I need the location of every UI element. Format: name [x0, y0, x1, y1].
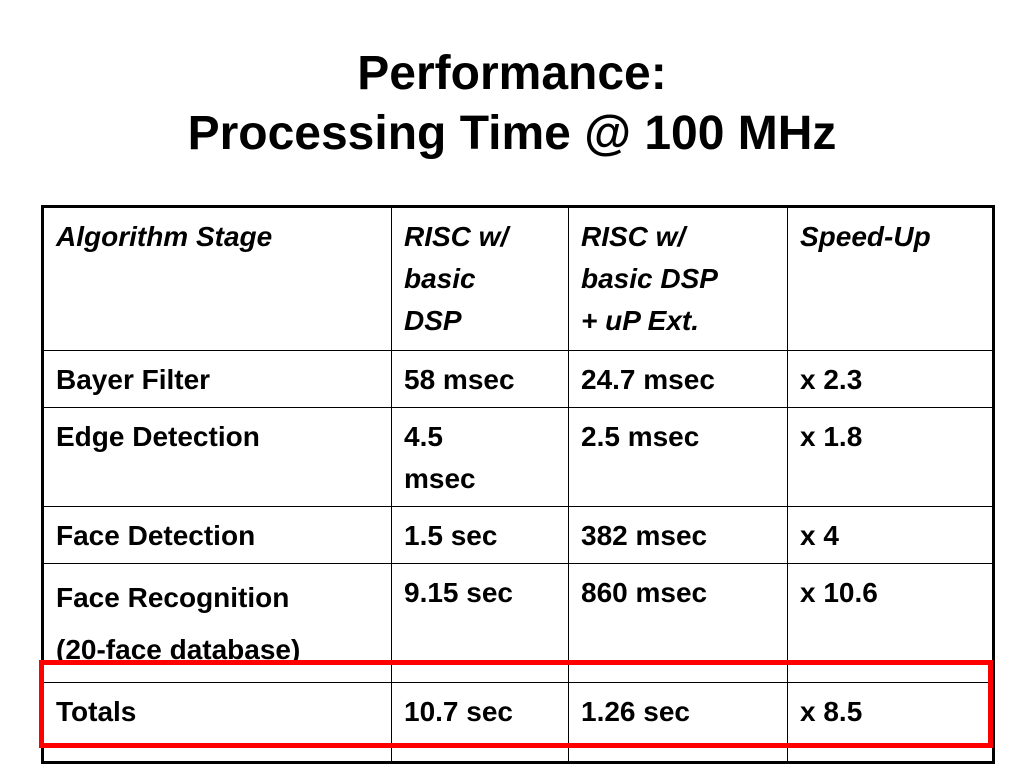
- cell-text: Face Detection: [56, 520, 256, 551]
- cell-text: Bayer Filter: [56, 364, 211, 395]
- header-risc-basic-dsp-up-ext: RISC w/ basic DSP + uP Ext.: [568, 206, 788, 351]
- header-algorithm-stage: Algorithm Stage: [42, 206, 392, 351]
- table-row-totals: Totals 10.7 sec 1.26 sec x 8.5: [42, 682, 994, 763]
- header-text: + uP Ext.: [581, 305, 700, 336]
- cell-text: Totals: [56, 696, 137, 727]
- cell-stage: Totals: [42, 682, 392, 763]
- cell-stage: Bayer Filter: [42, 350, 392, 408]
- slide-title: Performance: Processing Time @ 100 MHz: [0, 44, 1024, 164]
- table-row: Bayer Filter 58 msec 24.7 msec x 2.3: [42, 350, 994, 408]
- cell-text: Face Recognition: [56, 582, 290, 613]
- cell-speedup: x 1.8: [787, 407, 994, 507]
- cell-text: 1.26 sec: [581, 696, 690, 727]
- cell-text: Edge Detection: [56, 421, 260, 452]
- cell-speedup: x 2.3: [787, 350, 994, 408]
- cell-text: 382 msec: [581, 520, 708, 551]
- cell-text: 10.7 sec: [404, 696, 513, 727]
- cell-risc: 58 msec: [391, 350, 569, 408]
- title-line-1: Performance:: [357, 47, 667, 100]
- header-risc-basic-dsp: RISC w/ basic DSP: [391, 206, 569, 351]
- cell-text: x 2.3: [800, 364, 863, 395]
- cell-text: 2.5 msec: [581, 421, 700, 452]
- table-row: Edge Detection 4.5 msec 2.5 msec x 1.8: [42, 407, 994, 507]
- cell-speedup: x 8.5: [787, 682, 994, 763]
- title-line-2: Processing Time @ 100 MHz: [187, 107, 837, 160]
- header-text: DSP: [404, 305, 462, 336]
- cell-text: 24.7 msec: [581, 364, 715, 395]
- table-row: Face Recognition (20-face database) 9.15…: [42, 563, 994, 683]
- cell-text: 58 msec: [404, 364, 515, 395]
- cell-text: msec: [404, 463, 476, 494]
- cell-risc-ext: 860 msec: [568, 563, 788, 683]
- cell-text: (20-face database): [56, 634, 301, 665]
- cell-text: x 10.6: [800, 577, 878, 608]
- cell-text: 4.5: [404, 421, 443, 452]
- cell-risc-ext: 2.5 msec: [568, 407, 788, 507]
- header-text: basic DSP: [581, 263, 718, 294]
- performance-table-container: Algorithm Stage RISC w/ basic DSP RISC w…: [41, 205, 995, 764]
- cell-risc-ext: 24.7 msec: [568, 350, 788, 408]
- cell-text: 1.5 sec: [404, 520, 498, 551]
- cell-text: x 8.5: [800, 696, 863, 727]
- cell-stage: Face Recognition (20-face database): [42, 563, 392, 683]
- cell-stage: Edge Detection: [42, 407, 392, 507]
- header-text: RISC w/: [404, 221, 509, 252]
- header-text: Algorithm Stage: [56, 221, 273, 252]
- cell-stage: Face Detection: [42, 506, 392, 564]
- table-header-row: Algorithm Stage RISC w/ basic DSP RISC w…: [42, 206, 994, 351]
- cell-speedup: x 10.6: [787, 563, 994, 683]
- cell-risc-ext: 1.26 sec: [568, 682, 788, 763]
- header-text: basic: [404, 263, 476, 294]
- cell-text: x 1.8: [800, 421, 863, 452]
- cell-text: x 4: [800, 520, 839, 551]
- table-row: Face Detection 1.5 sec 382 msec x 4: [42, 506, 994, 564]
- cell-risc: 1.5 sec: [391, 506, 569, 564]
- cell-risc-ext: 382 msec: [568, 506, 788, 564]
- cell-risc: 4.5 msec: [391, 407, 569, 507]
- cell-risc: 9.15 sec: [391, 563, 569, 683]
- header-text: Speed-Up: [800, 221, 931, 252]
- performance-table: Algorithm Stage RISC w/ basic DSP RISC w…: [41, 205, 995, 764]
- header-speed-up: Speed-Up: [787, 206, 994, 351]
- cell-risc: 10.7 sec: [391, 682, 569, 763]
- cell-text: 860 msec: [581, 577, 708, 608]
- header-text: RISC w/: [581, 221, 686, 252]
- cell-text: 9.15 sec: [404, 577, 513, 608]
- cell-speedup: x 4: [787, 506, 994, 564]
